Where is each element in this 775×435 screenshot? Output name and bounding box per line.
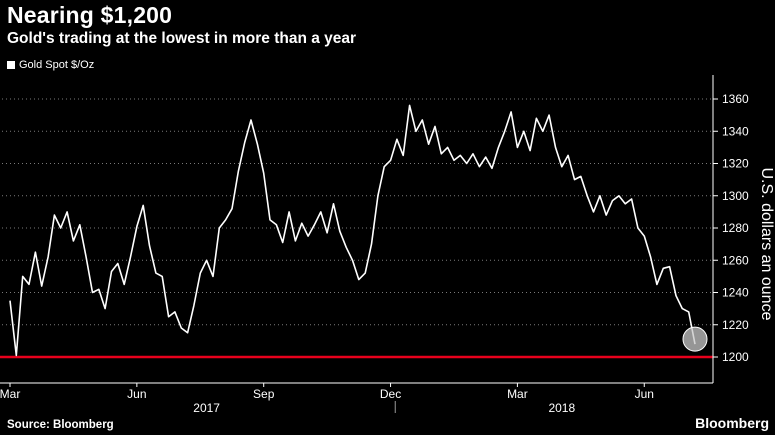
series-line-gold-spot: [9, 104, 696, 357]
year-label: 2017: [193, 401, 220, 415]
bloomberg-logo: Bloomberg: [695, 415, 769, 431]
y-tick-label: 1220: [722, 318, 749, 332]
x-tick-label: Jun: [635, 387, 654, 401]
y-tick-label: 1280: [722, 221, 749, 235]
y-tick-label: 1300: [722, 189, 749, 203]
year-label: 2018: [548, 401, 575, 415]
chart-subtitle: Gold's trading at the lowest in more tha…: [7, 30, 357, 47]
y-tick-label: 1340: [722, 124, 749, 138]
legend: Gold Spot $/Oz: [7, 59, 94, 71]
y-tick-label: 1200: [722, 350, 749, 364]
y-tick-label: 1240: [722, 286, 749, 300]
y-axis-label: U.S. dollars an ounce: [758, 168, 775, 321]
legend-label: Gold Spot $/Oz: [19, 59, 95, 71]
highlight-circle: [682, 326, 708, 352]
x-tick-label: Dec: [380, 387, 401, 401]
x-tick-label: Mar: [507, 387, 528, 401]
x-tick-label: Jun: [127, 387, 146, 401]
y-tick-label: 1260: [722, 253, 749, 267]
y-tick-label: 1360: [722, 92, 749, 106]
grid-layer: [2, 98, 713, 358]
chart-title: Nearing $1,200: [7, 2, 173, 28]
series-layer: [9, 104, 696, 357]
source-note: Source: Bloomberg: [7, 419, 114, 431]
x-tick-label: Mar: [0, 387, 20, 401]
y-tick-label: 1320: [722, 157, 749, 171]
legend-swatch: [7, 61, 15, 69]
x-tick-label: Sep: [253, 387, 275, 401]
marker-layer: [682, 326, 708, 352]
axis-layer: 1200 1220 1240 1260 1280 1300 1320 1340 1360 Mar J…: [0, 75, 749, 415]
